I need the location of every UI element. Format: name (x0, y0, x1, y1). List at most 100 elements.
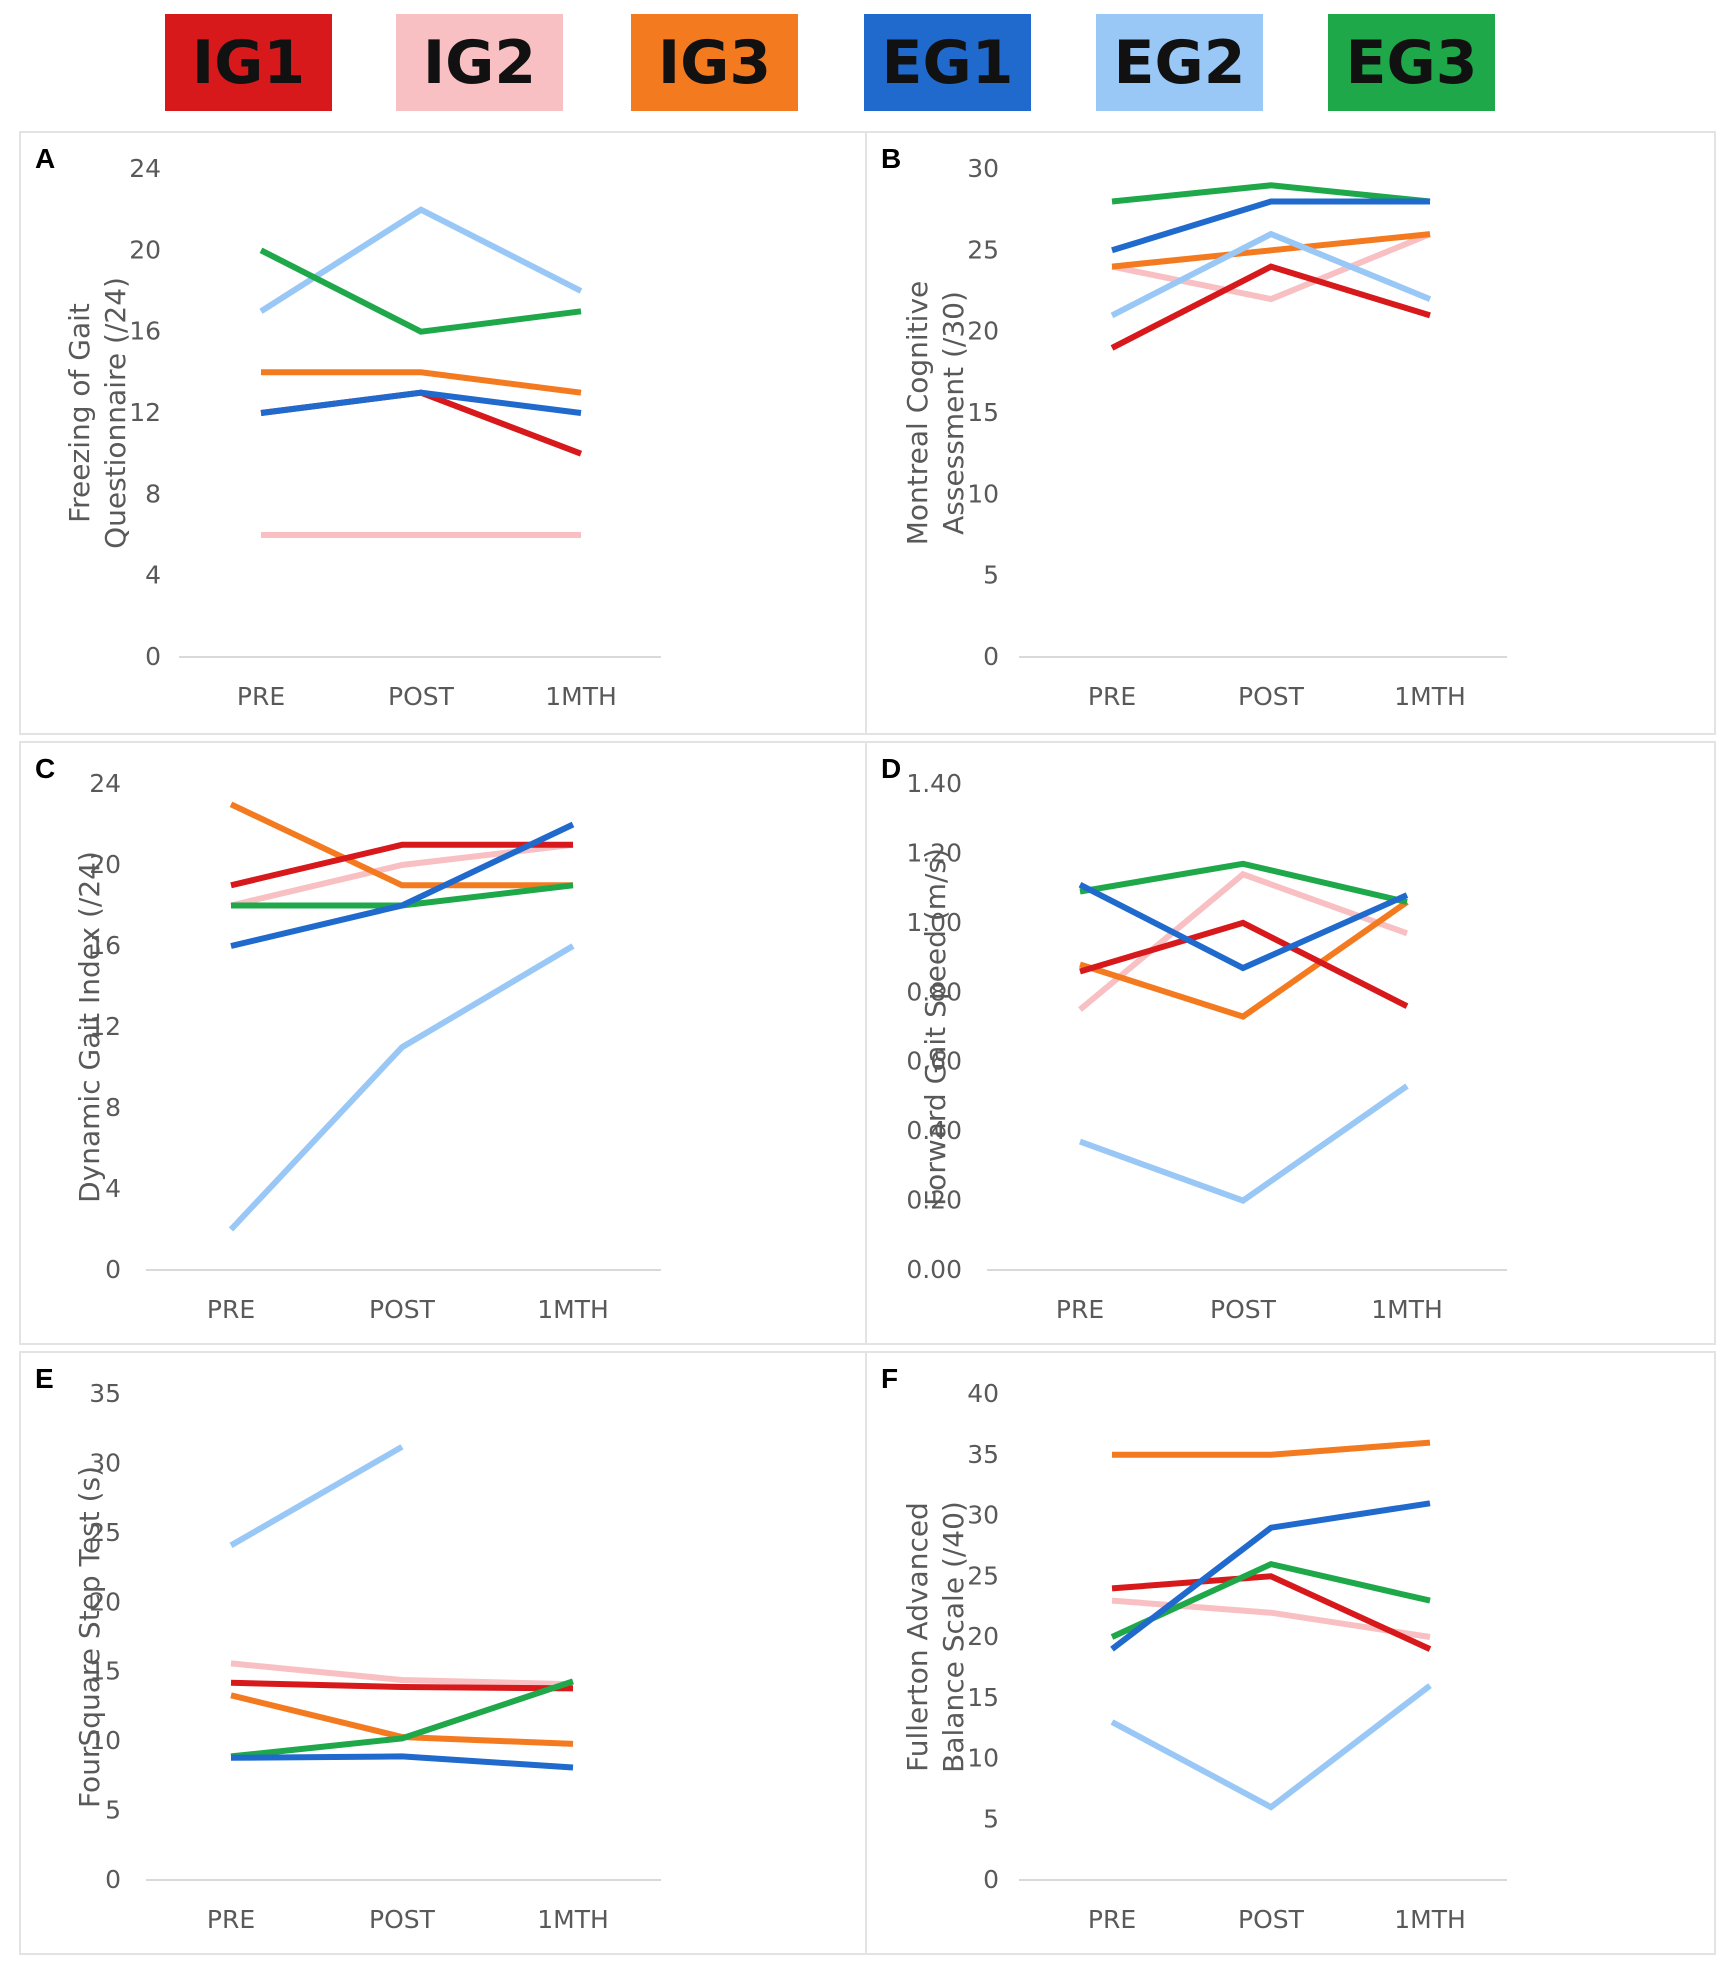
x-tick-label: POST (388, 682, 455, 711)
chart-panel-b: B 0 5 10 15 20 25 30 PRE POST 1MTH Montreal Cognit… (865, 131, 1716, 735)
panel-letter: B (881, 143, 902, 174)
x-tick-label: 1MTH (537, 1905, 609, 1934)
chart-panel-d: D 0.00 0.20 0.40 0.60 0.80 1.00 1.20 1.40 PRE POS… (865, 741, 1716, 1345)
y-tick-label: 0 (105, 1865, 121, 1894)
chart-svg: 0.00 0.20 0.40 0.60 0.80 1.00 1.20 1.40 PRE POST 1… (906, 769, 1507, 1324)
series-line-eg2 (229, 1444, 404, 1548)
series-line-ig1 (1079, 919, 1409, 1009)
series-line-ig3 (261, 369, 582, 396)
y-tick-label: 24 (129, 154, 161, 183)
chart-panel-c: C 0 4 8 12 16 20 24 PRE POST 1MTH Dynamic Gait Ind… (19, 741, 870, 1345)
y-tick-label: 1.40 (906, 769, 962, 798)
series-line-ig3 (1112, 1439, 1431, 1458)
series-line-eg2 (1110, 1683, 1432, 1811)
series-line-eg2 (1078, 1083, 1409, 1204)
panel-letter: C (35, 753, 56, 784)
legend-label: IG3 (657, 27, 772, 98)
series-line-eg1 (230, 821, 575, 949)
legend-label: EG2 (1113, 27, 1246, 98)
y-tick-label: 0.40 (906, 1116, 962, 1145)
y-tick-label: 25 (967, 235, 999, 264)
x-tick-label: POST (1238, 1905, 1305, 1934)
panel-letter: A (35, 143, 56, 174)
y-tick-label: 30 (89, 1448, 121, 1477)
y-tick-label: 1.00 (906, 908, 962, 937)
chart-panel-e: E 0 5 10 15 20 25 30 35 PRE POST 1MTH FourSquare St… (19, 1351, 870, 1955)
y-axis-title: Balance Scale (/40) (937, 1501, 970, 1773)
y-tick-label: 8 (105, 1093, 121, 1122)
series-line-eg3 (1079, 860, 1408, 905)
legend-item-ig3: IG3 (631, 14, 798, 111)
series-line-eg1 (260, 389, 582, 416)
x-tick-label: PRE (237, 682, 285, 711)
x-tick-label: PRE (207, 1905, 255, 1934)
y-tick-label: 1.20 (906, 838, 962, 867)
legend-item-eg2: EG2 (1096, 14, 1263, 111)
chart-panel-f: F 0 5 10 15 20 25 30 35 40 PRE POST 1MTH Fullerton A… (865, 1351, 1716, 1955)
y-tick-label: 0.20 (906, 1186, 962, 1215)
legend-label: EG3 (1345, 27, 1478, 98)
series-line-eg2 (1110, 230, 1432, 319)
x-tick-label: 1MTH (537, 1295, 609, 1324)
legend-label: IG2 (422, 27, 537, 98)
chart-panel-a: A 0 4 8 12 16 20 24 PRE POST 1MTH Freezing of Gait… (19, 131, 870, 735)
y-tick-label: 20 (967, 1622, 999, 1651)
y-tick-label: 15 (89, 1657, 121, 1686)
y-tick-label: 8 (145, 479, 161, 508)
y-tick-label: 5 (105, 1796, 121, 1825)
y-tick-label: 10 (967, 479, 999, 508)
y-tick-label: 25 (967, 1561, 999, 1590)
series-line-eg3 (230, 1678, 574, 1760)
panel-letter: E (35, 1363, 54, 1394)
y-tick-label: 10 (89, 1726, 121, 1755)
chart-svg: 0 5 10 15 20 25 30 35 40 PRE POST 1MTH Fullerton Adv… (901, 1379, 1507, 1934)
legend: IG1 IG2 IG3 EG1 EG2 EG3 (0, 0, 1725, 125)
y-axis-title: Assessment (/30) (937, 291, 970, 535)
y-tick-label: 35 (967, 1440, 999, 1469)
x-tick-label: PRE (1088, 1905, 1136, 1934)
legend-item-eg1: EG1 (864, 14, 1031, 111)
y-tick-label: 4 (105, 1174, 121, 1203)
y-tick-label: 20 (129, 235, 161, 264)
y-axis-title: FourSquare Step Test (s) (73, 1466, 106, 1808)
y-tick-label: 15 (967, 1683, 999, 1712)
y-tick-label: 12 (129, 398, 161, 427)
legend-label: IG1 (191, 27, 306, 98)
series-line-eg3 (1111, 182, 1431, 205)
y-tick-label: 30 (967, 154, 999, 183)
y-tick-label: 20 (89, 850, 121, 879)
series-line-eg2 (259, 206, 583, 314)
y-axis-title: Questionnaire (/24) (99, 277, 132, 549)
series-line-ig3 (1111, 231, 1431, 270)
x-tick-label: 1MTH (1371, 1295, 1443, 1324)
legend-item-ig2: IG2 (396, 14, 563, 111)
y-tick-label: 40 (967, 1379, 999, 1408)
series-line-ig1 (1110, 263, 1431, 351)
series-line-eg2 (228, 943, 575, 1232)
y-axis-title: Montreal Cognitive (901, 281, 934, 546)
series-line-eg3 (259, 247, 582, 335)
legend-item-eg3: EG3 (1328, 14, 1495, 111)
series-line-ig1 (1111, 1573, 1432, 1652)
legend-item-ig1: IG1 (165, 14, 332, 111)
x-tick-label: PRE (1088, 682, 1136, 711)
x-tick-label: 1MTH (1394, 682, 1466, 711)
y-tick-label: 0 (983, 642, 999, 671)
y-tick-label: 0.00 (906, 1255, 962, 1284)
x-tick-label: POST (1238, 682, 1305, 711)
panel-letter: F (881, 1363, 899, 1394)
y-tick-label: 4 (145, 561, 161, 590)
y-tick-label: 0.80 (906, 977, 962, 1006)
y-tick-label: 16 (89, 931, 121, 960)
y-tick-label: 15 (967, 398, 999, 427)
y-tick-label: 5 (983, 561, 999, 590)
panel-letter: D (881, 753, 902, 784)
series-line-ig2 (1078, 870, 1409, 1012)
y-tick-label: 10 (967, 1744, 999, 1773)
series-line-ig2 (1111, 1597, 1431, 1640)
y-axis-title: Forward Gait Speed (m/s) (919, 848, 952, 1206)
series-line-ig1 (260, 389, 583, 457)
y-tick-label: 0 (983, 1865, 999, 1894)
y-tick-label: 30 (967, 1501, 999, 1530)
x-tick-label: PRE (1056, 1295, 1104, 1324)
